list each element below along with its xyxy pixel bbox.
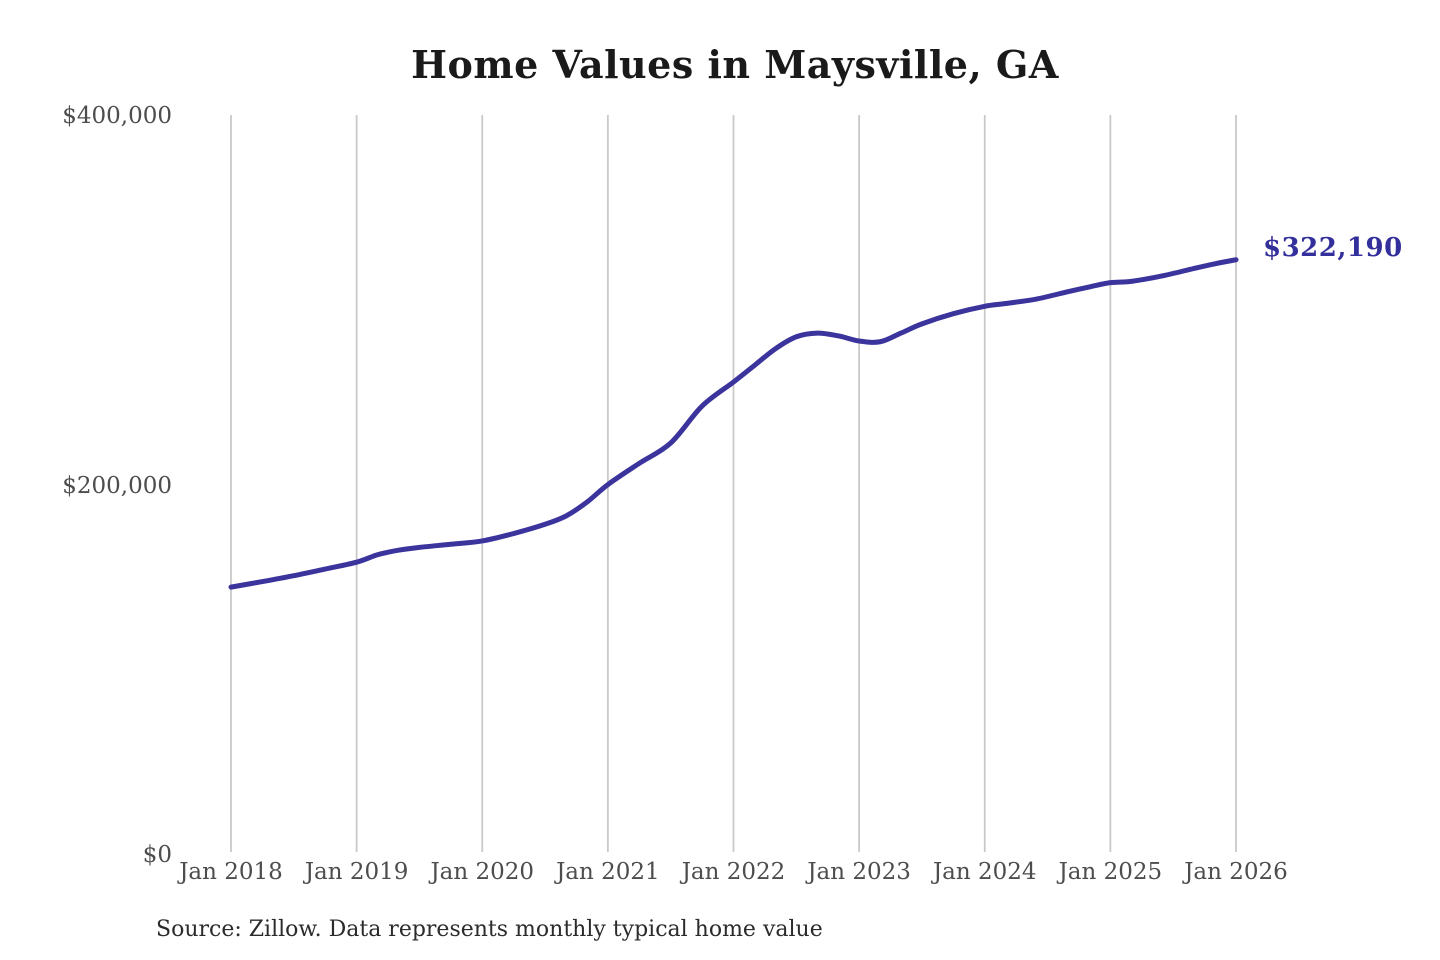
x-axis-label-2021: Jan 2021 bbox=[556, 859, 660, 885]
x-axis-label-2023: Jan 2023 bbox=[807, 859, 911, 885]
source-note: Source: Zillow. Data represents monthly … bbox=[156, 917, 823, 942]
x-axis-label-2026: Jan 2026 bbox=[1184, 859, 1288, 885]
home-value-line bbox=[228, 257, 1239, 590]
y-axis-label-400000: $400,000 bbox=[62, 103, 172, 129]
x-axis-label-2020: Jan 2020 bbox=[430, 859, 535, 885]
x-axis-label-2022: Jan 2022 bbox=[681, 859, 786, 885]
y-axis-label-200000: $200,000 bbox=[62, 472, 172, 499]
latest-value-label: $322,190 bbox=[1263, 233, 1403, 263]
y-axis-label-0: $0 bbox=[142, 842, 172, 868]
chart-title: Home Values in Maysville, GA bbox=[411, 42, 1059, 87]
x-axis-label-2025: Jan 2025 bbox=[1058, 859, 1163, 885]
x-axis-label-2024: Jan 2024 bbox=[932, 859, 1037, 885]
x-axis-label-2019: Jan 2019 bbox=[304, 859, 409, 885]
x-axis-label-2018: Jan 2018 bbox=[179, 859, 283, 885]
